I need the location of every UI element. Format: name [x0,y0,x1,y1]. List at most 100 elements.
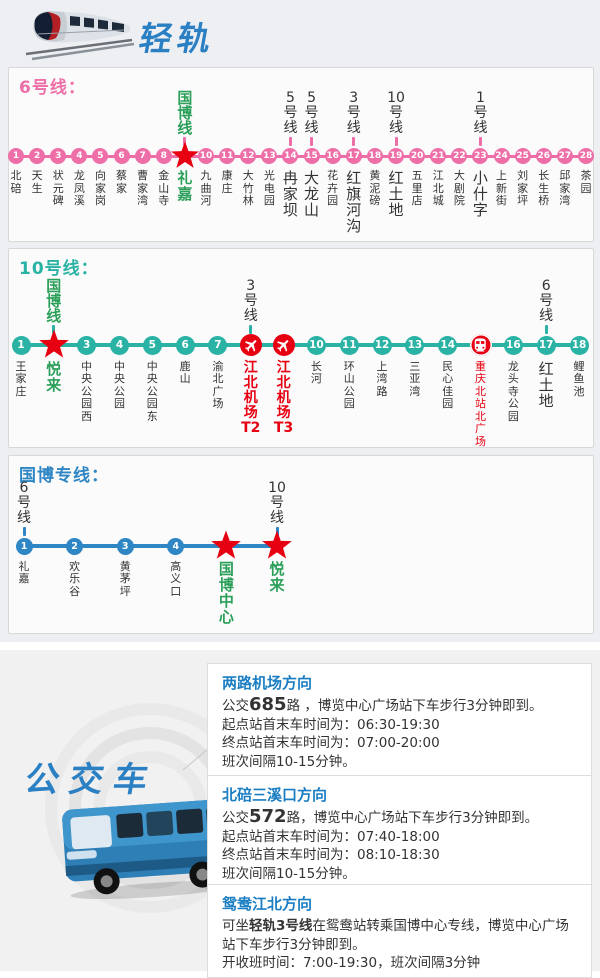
station: 11 康庄 [195,68,259,241]
station: 1 号线 23 小什字 [448,68,512,241]
bus-box-title: 两路机场方向 [222,674,313,692]
station-number: 1 [11,335,31,355]
station-name: 国博中心 [218,559,234,626]
station-number: 10 [306,335,326,355]
bus-info-box: 两路机场方向 公交685路 ，博览中心广场站下车步行3分钟即到。 起点站首末车时间为… [207,663,592,776]
station-number: 10 [198,148,214,164]
station-name: 鹿山 [179,359,191,385]
station-number: 17 [536,335,556,355]
station-name: 邱家湾 [559,169,571,207]
transfer-tick [288,137,292,146]
station-name: 鲤鱼池 [573,359,585,398]
light-rail-header: 轻轨 [0,0,600,66]
station: 5 中央公园东 [120,249,184,447]
station: 22 大剧院 [427,68,491,241]
bus-box-title: 北碚三溪口方向 [222,786,328,804]
track-line [16,154,586,158]
station: 江北机场 T3 [252,249,316,447]
station-name: 龙凤溪 [73,169,85,207]
station-name: 刘家坪 [517,169,529,207]
station-name: 九曲河 [200,169,212,207]
line-title: 国博专线： [19,466,109,486]
station-name: 北碚 [10,169,22,195]
station-name: 花卉园 [327,169,339,207]
station: 5 向家岗 [68,68,132,241]
station: 4 高义口 [144,456,208,633]
station-name: 黄茅坪 [119,559,131,598]
station-number: 8 [155,148,172,164]
station-name: 金山寺 [158,169,170,207]
station-name: 欢乐谷 [69,559,81,598]
station-name: 长河 [310,359,322,385]
station: 5 号线 15 大龙山 [280,68,344,241]
station-number: 21 [430,148,447,164]
station-number: 22 [451,148,468,164]
transfer-tick [52,324,56,334]
station-number: 13 [405,335,425,355]
station-number: 24 [493,148,510,164]
station: 24 上新街 [470,68,534,241]
bus-section: 公交车 两路机场方向 公交685路 ，博览中心广场站下车步行3分钟即到。 起点站首末… [0,650,600,978]
bus-box-line: 班次间隔10-15分钟。 [222,753,356,770]
station: 11 环山公园 [317,249,381,447]
station-name: 上湾路 [376,359,388,398]
station-number: 3 [77,335,97,355]
station-number: 12 [240,148,257,164]
station: 6 蔡家 [90,68,154,241]
bus-box-line: 班次间隔10-15分钟。 [222,865,356,882]
station-name: 龙头寺公园 [507,359,519,423]
station-number: 11 [339,335,359,355]
transfer-tick [478,137,482,146]
station: 18 鲤鱼池 [547,249,600,447]
expo-transfer-label: 国博线 [46,276,62,325]
transfer-tick [544,324,548,334]
station-number: 12 [372,335,392,355]
station-number: 6 [113,148,130,164]
station: 重庆北站北广场 [449,249,513,447]
station-number: 26 [535,148,552,164]
bus-title: 公交车 [21,760,161,800]
station: 26 长生桥 [512,68,576,241]
station: 4 中央公园 [87,249,151,447]
bus-box-line: 公交572路，博览中心广场站下车步行3分钟即到。 [222,806,539,827]
station-name: 茶园 [580,169,592,195]
station-name: 江北机场 T3 [273,359,294,436]
station: 10 九曲河 [174,68,238,241]
line-title: 10号线： [19,259,99,279]
station: 16 龙头寺公园 [481,249,545,447]
station: 1 王家庄 [0,249,53,447]
station-number: 1 [15,537,33,555]
train-icon [24,4,136,66]
station-number: 7 [208,335,228,355]
station-number: 27 [556,148,573,164]
station: 3 号线 17 红旗河沟 [322,68,386,241]
station-name: 大竹林 [242,169,254,207]
track-line [21,343,579,347]
panel-line6: 6号线： 1 北碚 2 天生 3 状元碑 4 龙凤溪 5 向家岗 6 蔡家 7 曹家湾 8 金山寺国博线礼嘉 10… [8,67,594,242]
expo-transfer-label: 国博线 [177,89,193,137]
line-title: 6号线： [19,78,86,98]
transfer-tick [394,137,398,146]
station-number: 18 [569,335,589,355]
station-name: 大龙山 [304,169,320,219]
star-icon [209,529,243,563]
station-name: 礼嘉 [18,559,30,585]
transfer-tick [310,137,314,146]
light-rail-title: 轻轨 [136,19,219,58]
bus-box-line: 起点站首末车时间为：07:40-18:00 [222,828,440,845]
station: 5 号线 14 冉家坝 [258,68,322,241]
station: 7 渝北广场 [186,249,250,447]
station-name: 上新街 [496,169,508,207]
station-name: 红土地 [538,359,554,410]
station-number: 11 [219,148,236,164]
bus-info-box: 北碚三溪口方向公交572路，博览中心广场站下车步行3分钟即到。 起点站首末车时间为… [207,775,592,888]
station-number: 4 [167,537,185,555]
station-name: 蔡家 [116,169,128,195]
bus-box-line: 终点站首末车时间为：07:00-20:00 [222,735,440,751]
station-name: 重庆北站北广场 [475,359,487,448]
station-name: 渝北广场 [212,359,224,410]
